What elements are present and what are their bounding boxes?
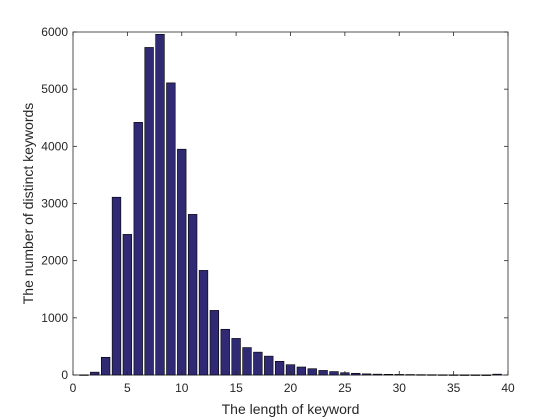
y-tick-label: 1000 [41,311,68,325]
bar-length-37 [470,374,481,376]
bar-length-13 [209,310,220,376]
bar-length-18 [264,355,274,376]
bar-length-9 [166,82,176,376]
x-tick-label: 20 [284,381,298,395]
bar-length-8 [155,33,165,376]
bar-length-7 [144,47,154,376]
bar-length-16 [242,347,252,376]
bar-length-4 [111,196,122,376]
x-tick-label: 40 [501,381,515,395]
bar-length-12 [198,270,209,376]
x-tick-label: 5 [124,381,131,395]
bar-length-31 [405,374,415,376]
bar-length-10 [177,148,187,376]
bar-length-6 [133,122,143,376]
bar-length-21 [296,366,307,376]
y-axis-ticks: 0 1000 2000 3000 4000 5000 6000 [41,25,508,382]
bar-length-22 [307,368,317,376]
bar-length-38 [481,374,491,376]
x-axis-title: The length of keyword [222,401,360,417]
x-tick-label: 15 [229,381,243,395]
bar-length-5 [122,234,133,376]
x-tick-label: 30 [393,381,407,395]
bar-length-3 [100,356,111,376]
bar-length-34 [438,374,448,376]
y-tick-label: 6000 [41,25,68,39]
y-tick-label: 2000 [41,254,68,268]
bar-length-39 [492,373,502,376]
x-tick-label: 25 [338,381,352,395]
bar-length-36 [459,374,470,376]
y-tick-label: 0 [61,368,68,382]
y-tick-label: 5000 [41,82,68,96]
bar-length-17 [253,351,263,376]
x-axis-ticks: 0 5 10 15 20 25 30 35 40 [70,32,515,395]
y-axis-title: The number of distinct keywords [20,103,36,305]
x-tick-label: 10 [175,381,189,395]
bar-length-32 [416,374,426,376]
bar-length-29 [383,374,394,376]
y-tick-label: 3000 [41,197,68,211]
x-tick-label: 0 [70,381,77,395]
bar-length-28 [372,373,383,376]
bar-length-24 [329,371,339,376]
bar-length-1 [79,374,89,376]
x-tick-label: 35 [447,381,461,395]
bar-length-14 [220,328,230,376]
bar-length-11 [187,214,198,376]
bar-length-26 [351,372,361,376]
bar-length-15 [231,338,241,376]
bar-length-27 [361,373,372,376]
bar-length-2 [90,371,100,376]
y-tick-label: 4000 [41,139,68,153]
bar-length-23 [318,370,328,376]
bar-length-19 [274,360,285,376]
bar-length-33 [427,374,437,376]
